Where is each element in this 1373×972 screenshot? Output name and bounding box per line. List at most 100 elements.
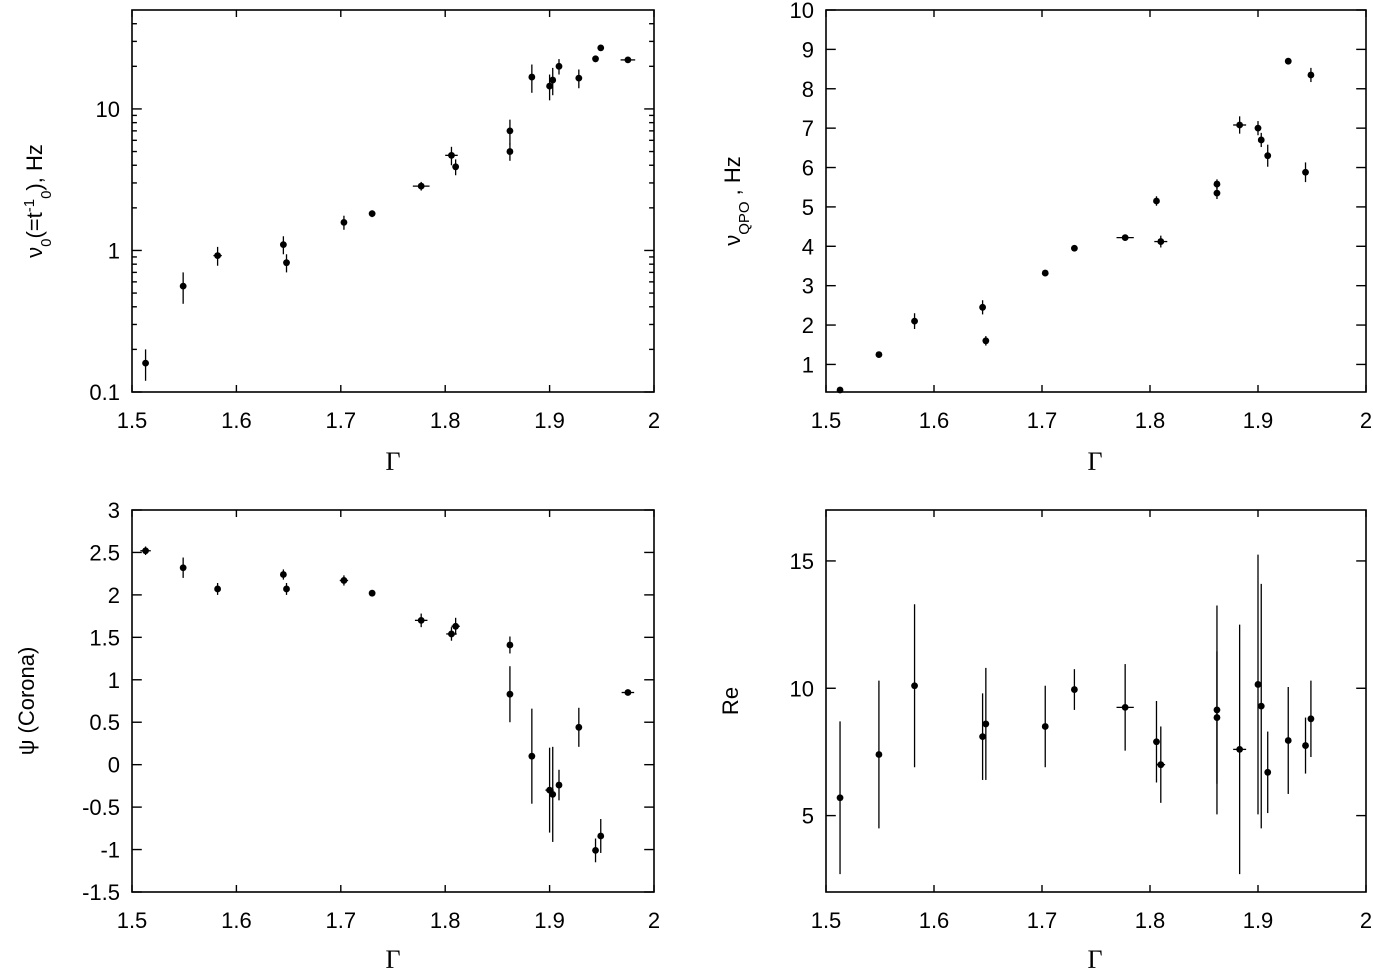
marker (1153, 197, 1160, 205)
marker (911, 317, 918, 325)
data-point (213, 246, 222, 266)
x-tick-label: 1.9 (534, 908, 565, 933)
data-point (1156, 726, 1166, 803)
data-point (836, 386, 844, 394)
marker (911, 682, 918, 690)
x-tick-label: 1.8 (430, 908, 461, 933)
x-tick-label: 1.6 (919, 408, 950, 433)
y-tick-label: 9 (802, 37, 814, 62)
marker (1264, 768, 1272, 776)
data-point (1071, 244, 1078, 252)
data-point (368, 210, 376, 218)
marker (1121, 703, 1129, 711)
marker (555, 62, 563, 70)
marker (142, 359, 149, 367)
data-point (1284, 57, 1292, 65)
data-point (1264, 144, 1272, 167)
marker (982, 337, 990, 345)
data-point (506, 666, 514, 723)
data-point (875, 680, 883, 829)
data-point (140, 546, 151, 555)
x-tick-label: 1.8 (1135, 908, 1166, 933)
data-point (142, 349, 149, 381)
data-points (140, 546, 635, 863)
x-axis-label: Γ (1087, 945, 1102, 972)
marker (1153, 738, 1160, 746)
marker (875, 751, 883, 758)
y-axis-label: Re (718, 687, 743, 715)
x-tick-label: 1.7 (1027, 908, 1058, 933)
plot-frame (825, 509, 1367, 893)
data-point (979, 300, 986, 315)
data-point (340, 215, 348, 230)
x-tick-label: 1.9 (534, 408, 565, 433)
marker (1307, 71, 1315, 79)
data-point (982, 667, 990, 780)
data-point (555, 769, 563, 801)
axis-ticks (825, 510, 1367, 892)
marker (575, 723, 583, 731)
y-tick-label: -1.5 (82, 880, 120, 905)
x-tick-label: 2 (1360, 408, 1372, 433)
data-point (979, 693, 986, 780)
data-point (592, 55, 599, 63)
marker (283, 585, 290, 593)
data-point (1307, 67, 1315, 83)
data-point (549, 746, 557, 842)
data-point (982, 336, 990, 346)
y-tick-label: 8 (802, 77, 814, 102)
data-point (368, 589, 376, 597)
marker (506, 641, 514, 649)
marker (624, 56, 632, 64)
data-point (214, 583, 222, 595)
data-point (1233, 624, 1247, 875)
data-point (911, 313, 918, 329)
marker (1236, 745, 1244, 753)
data-point (621, 689, 635, 696)
marker (549, 790, 557, 798)
marker (982, 720, 990, 728)
marker (506, 127, 514, 135)
y-tick-label: 6 (802, 156, 814, 181)
y-tick-label: 10 (790, 0, 814, 23)
data-point (1153, 701, 1160, 783)
marker (1041, 269, 1049, 277)
x-axis-label: Γ (1087, 447, 1102, 476)
plot-frame (131, 509, 655, 893)
marker (417, 182, 425, 190)
data-point (1041, 685, 1049, 768)
axis-ticks (131, 10, 655, 393)
data-point (1302, 717, 1309, 774)
data-point (283, 583, 290, 595)
data-point (283, 254, 290, 273)
tick-labels: 1.5 1.6 1.7 1.8 1.9 2 -1.5 -1 -0.5 0 0.5 1 1.5 2 2.5 3 (82, 498, 660, 933)
marker (836, 386, 844, 394)
data-point (575, 707, 583, 747)
marker (1302, 168, 1309, 176)
y-tick-label: 5 (802, 804, 814, 829)
panel-nu0-vs-gamma: 1.5 1.6 1.7 1.8 1.9 2 0.1 1 10 Γ ν0(=t-10), Hz (21, 9, 660, 476)
data-point (1284, 686, 1292, 794)
data-point (1041, 269, 1049, 277)
marker (279, 571, 287, 578)
marker (1284, 57, 1292, 65)
data-point (592, 838, 599, 863)
x-tick-label: 1.5 (117, 908, 148, 933)
data-point (179, 272, 187, 304)
marker (597, 44, 605, 52)
x-tick-label: 1.5 (117, 408, 148, 433)
y-tick-label: 1 (108, 238, 120, 263)
data-points (142, 44, 636, 381)
marker (340, 577, 348, 584)
marker (214, 252, 222, 259)
plot-frame (131, 9, 655, 393)
marker (1257, 702, 1265, 710)
y-axis-label: ν0(=t-10), Hz (21, 144, 55, 258)
data-point (506, 119, 514, 145)
data-point (597, 818, 605, 853)
marker (179, 564, 187, 572)
data-point (1233, 116, 1247, 134)
marker (142, 547, 149, 555)
data-point (1307, 680, 1315, 758)
panel-psi-vs-gamma: 1.5 1.6 1.7 1.8 1.9 2-1.5-1-0.500.511.522.53 … (14, 498, 660, 972)
